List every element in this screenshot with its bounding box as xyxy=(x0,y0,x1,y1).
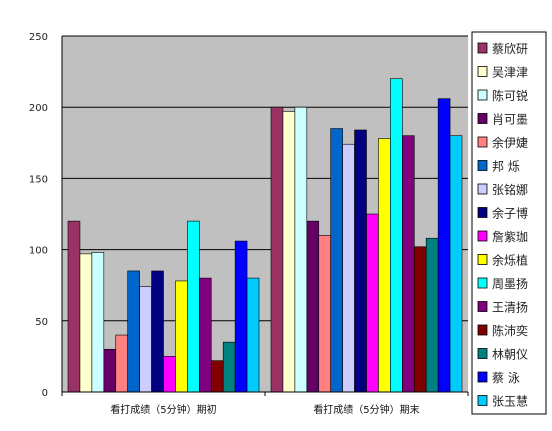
bar xyxy=(282,111,296,393)
legend-swatch xyxy=(477,277,488,289)
x-category-label: 看打成绩（5分钟）期末 xyxy=(313,403,419,416)
y-tick-label: 150 xyxy=(29,174,48,185)
legend-swatch xyxy=(477,136,488,148)
legend-label: 张铭娜 xyxy=(492,182,528,197)
bar xyxy=(390,78,403,393)
bar xyxy=(413,246,427,393)
legend-label: 余烁植 xyxy=(492,253,528,268)
bar xyxy=(175,280,188,393)
bar xyxy=(437,98,451,393)
legend-label: 蔡欣研 xyxy=(492,42,528,56)
legend-swatch xyxy=(477,324,488,336)
x-axis-category-labels: 看打成绩（5分钟）期初 看打成绩（5分钟）期末 xyxy=(61,392,469,416)
legend-label: 詹紫珈 xyxy=(492,230,528,244)
bar xyxy=(294,106,308,393)
legend-swatch xyxy=(477,160,488,171)
bar xyxy=(234,240,248,393)
bar xyxy=(330,128,343,393)
bar xyxy=(342,143,355,393)
bar xyxy=(210,360,224,393)
legend-label: 吴津津 xyxy=(492,66,528,80)
x-category-label: 看打成绩（5分钟）期初 xyxy=(110,403,216,416)
bar xyxy=(402,135,415,393)
legend-swatch xyxy=(477,207,488,218)
legend-swatch xyxy=(477,395,488,406)
legend-label: 邦 烁 xyxy=(492,160,520,174)
bar xyxy=(91,252,105,393)
legend-swatch xyxy=(477,348,488,359)
bar xyxy=(187,220,200,393)
bar xyxy=(127,270,140,393)
legend-swatch xyxy=(477,42,488,54)
legend-label: 林朝仪 xyxy=(492,348,528,362)
bar xyxy=(354,129,367,393)
legend-label: 余子博 xyxy=(492,206,528,221)
y-tick-label: 100 xyxy=(29,246,48,257)
y-tick-label: 50 xyxy=(35,317,48,328)
legend-swatch xyxy=(477,230,488,242)
y-tick-label: 200 xyxy=(29,103,48,114)
y-axis-tick-labels: 0 50 100 150 200 250 xyxy=(29,32,48,399)
bar xyxy=(366,213,379,393)
legend-label: 陈沛奕 xyxy=(492,323,528,338)
legend-swatch xyxy=(477,113,488,124)
legend-label: 蔡 泳 xyxy=(492,371,520,385)
legend-label: 周墨扬 xyxy=(492,276,528,291)
bar xyxy=(246,277,260,393)
legend-label: 张玉慧 xyxy=(492,394,528,409)
legend-swatch xyxy=(477,254,488,265)
bar xyxy=(79,253,93,393)
legend-swatch xyxy=(477,183,488,195)
legend-swatch xyxy=(477,301,488,312)
bar xyxy=(222,341,236,393)
bar xyxy=(425,237,439,393)
legend-label: 肖可墨 xyxy=(492,113,528,127)
bar xyxy=(151,270,164,393)
bar xyxy=(270,106,284,393)
legend-swatch xyxy=(477,89,488,101)
bar xyxy=(306,220,320,393)
legend-swatch xyxy=(477,371,488,383)
bar xyxy=(163,356,176,393)
bar xyxy=(318,235,331,393)
bar xyxy=(115,334,128,393)
bar xyxy=(139,286,152,393)
bar xyxy=(378,138,391,393)
legend-label: 王清扬 xyxy=(492,300,528,315)
legend-label: 陈可锐 xyxy=(492,88,528,103)
bar xyxy=(103,348,117,393)
legend-swatch xyxy=(477,66,488,77)
legend-label: 余伊婕 xyxy=(492,135,528,150)
bar xyxy=(449,135,463,393)
bar xyxy=(199,277,212,393)
bar xyxy=(67,220,81,393)
y-tick-label: 250 xyxy=(29,32,48,43)
y-tick-label: 0 xyxy=(42,388,48,399)
